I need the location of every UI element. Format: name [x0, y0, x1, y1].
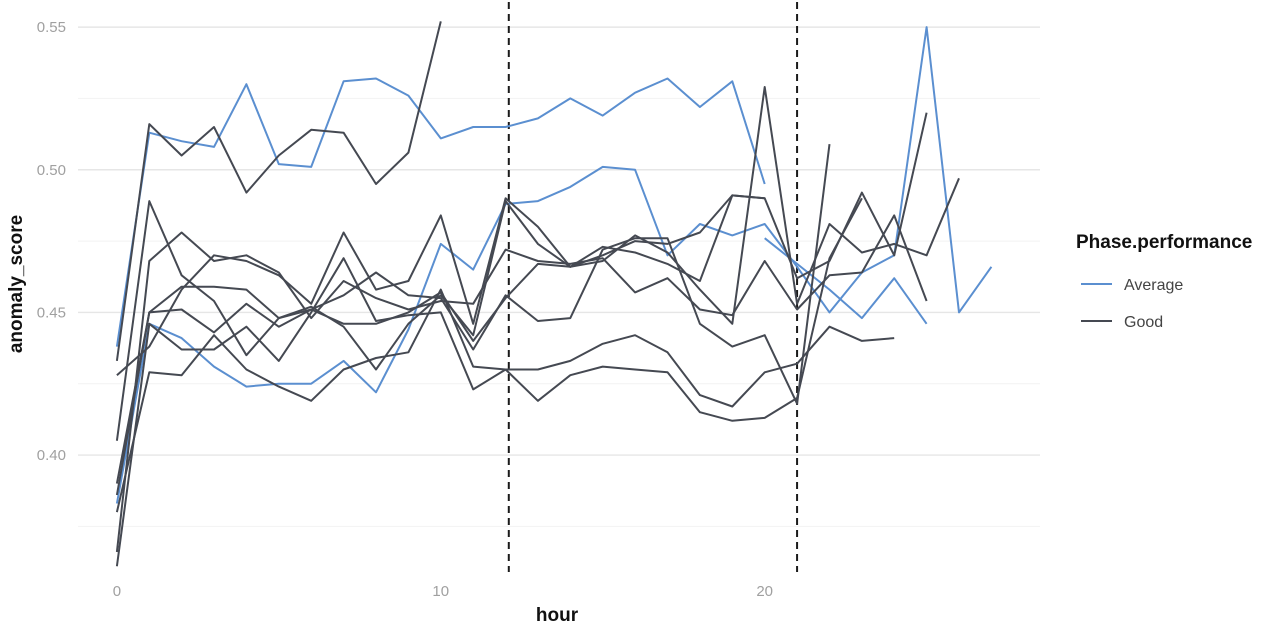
y-tick-label: 0.50 — [37, 162, 66, 179]
series-line-good — [115, 288, 895, 513]
x-tick-labels: 0 10 20 — [113, 583, 773, 600]
x-axis-title: hour — [536, 605, 579, 626]
series-line-good — [115, 86, 960, 441]
y-tick-label: 0.45 — [37, 304, 66, 321]
x-tick-label: 10 — [432, 583, 449, 600]
y-tick-label: 0.55 — [37, 19, 66, 36]
series-lines — [115, 21, 993, 567]
series-line-good — [116, 194, 765, 376]
series-line-good — [115, 143, 831, 496]
series-line-good — [115, 214, 928, 553]
series-line-average — [115, 77, 766, 347]
x-tick-label: 20 — [756, 583, 773, 600]
series-line-good — [115, 112, 928, 484]
legend-title: Phase.performance — [1076, 232, 1252, 253]
legend: Phase.performance Average Good — [1076, 232, 1252, 331]
series-line-good — [115, 21, 442, 362]
y-tick-labels: 0.40 0.45 0.50 0.55 — [37, 19, 66, 464]
grid-lines — [78, 26, 1040, 527]
legend-label-average: Average — [1124, 277, 1183, 294]
legend-label-good: Good — [1124, 314, 1163, 331]
series-line-good — [115, 197, 863, 567]
reference-lines — [507, 2, 799, 572]
series-line-average — [115, 26, 993, 504]
x-tick-label: 0 — [113, 583, 121, 600]
series-line-average — [764, 237, 928, 325]
y-axis-title: anomaly_score — [6, 215, 27, 353]
y-tick-label: 0.40 — [37, 447, 66, 464]
